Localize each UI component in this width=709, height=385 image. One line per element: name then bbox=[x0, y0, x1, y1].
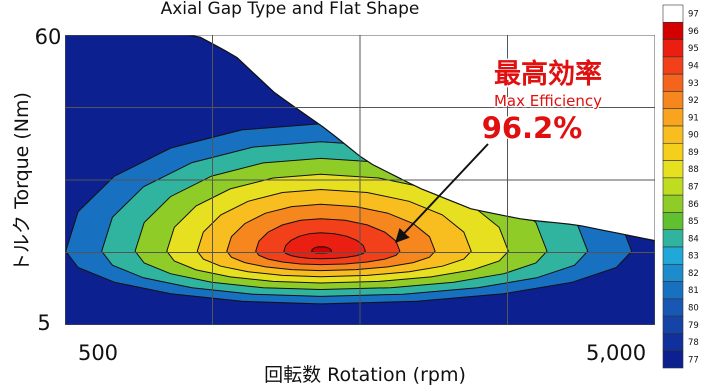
colorbar-label-78: 78 bbox=[688, 338, 699, 348]
colorbar-swatch-89 bbox=[662, 142, 684, 161]
y-tick-5: 5 bbox=[37, 311, 50, 335]
colorbar-swatch-97 bbox=[662, 4, 684, 23]
y-tick-60: 60 bbox=[35, 25, 62, 49]
colorbar-label-88: 88 bbox=[688, 165, 699, 175]
colorbar-swatch-87 bbox=[662, 177, 684, 196]
y-axis-label: トルク Torque (Nm) bbox=[11, 92, 33, 272]
x-tick-5000: 5,000 bbox=[586, 341, 646, 365]
colorbar-swatch-95 bbox=[662, 39, 684, 58]
colorbar-swatch-85 bbox=[662, 212, 684, 231]
envelope-outline bbox=[65, 35, 655, 325]
colorbar-swatch-83 bbox=[662, 246, 684, 265]
colorbar-swatch-82 bbox=[662, 263, 684, 282]
colorbar-swatch-93 bbox=[662, 73, 684, 92]
colorbar-label-77: 77 bbox=[688, 355, 699, 365]
colorbar-swatch-91 bbox=[662, 108, 684, 127]
colorbar-label-97: 97 bbox=[688, 10, 699, 20]
colorbar-label-93: 93 bbox=[688, 79, 699, 89]
colorbar-swatch-94 bbox=[662, 56, 684, 75]
colorbar-swatch-84 bbox=[662, 229, 684, 248]
colorbar: 97 96 95 94 93 92 91 90 89 88 87 86 85 84 83 82 81 80 79 78… bbox=[662, 4, 699, 369]
colorbar-swatch-78 bbox=[662, 333, 684, 352]
colorbar-swatch-86 bbox=[662, 194, 684, 213]
colorbar-label-95: 95 bbox=[688, 44, 699, 54]
annotation-arrow bbox=[395, 143, 489, 244]
chart-title: Axial Gap Type and Flat Shape bbox=[161, 0, 420, 19]
annotation-subheading: Max Efficiency bbox=[494, 92, 602, 110]
colorbar-swatch-79 bbox=[662, 315, 684, 334]
colorbar-label-79: 79 bbox=[688, 321, 699, 331]
colorbar-label-92: 92 bbox=[688, 96, 699, 106]
colorbar-swatch-88 bbox=[662, 160, 684, 179]
x-tick-500: 500 bbox=[78, 341, 118, 365]
colorbar-label-94: 94 bbox=[688, 62, 699, 72]
colorbar-label-89: 89 bbox=[688, 148, 699, 158]
annotation-value: 96.2% bbox=[482, 111, 583, 145]
colorbar-label-81: 81 bbox=[688, 286, 699, 296]
colorbar-swatch-80 bbox=[662, 298, 684, 317]
annotation-heading: 最高効率 bbox=[494, 58, 602, 90]
colorbar-swatch-81 bbox=[662, 281, 684, 300]
colorbar-swatch-96 bbox=[662, 21, 684, 40]
colorbar-label-80: 80 bbox=[688, 304, 699, 314]
colorbar-label-87: 87 bbox=[688, 183, 699, 193]
colorbar-label-82: 82 bbox=[688, 269, 699, 279]
colorbar-label-86: 86 bbox=[688, 200, 699, 210]
colorbar-label-96: 96 bbox=[688, 27, 699, 37]
colorbar-label-84: 84 bbox=[688, 234, 699, 244]
colorbar-label-83: 83 bbox=[688, 252, 699, 262]
colorbar-label-85: 85 bbox=[688, 217, 699, 227]
colorbar-swatch-90 bbox=[662, 125, 684, 144]
colorbar-swatch-92 bbox=[662, 91, 684, 110]
x-axis-label: 回転数 Rotation (rpm) bbox=[264, 364, 466, 385]
colorbar-swatch-77 bbox=[662, 350, 684, 369]
grid-lines bbox=[65, 35, 655, 325]
colorbar-label-91: 91 bbox=[688, 113, 699, 123]
colorbar-label-90: 90 bbox=[688, 131, 699, 141]
